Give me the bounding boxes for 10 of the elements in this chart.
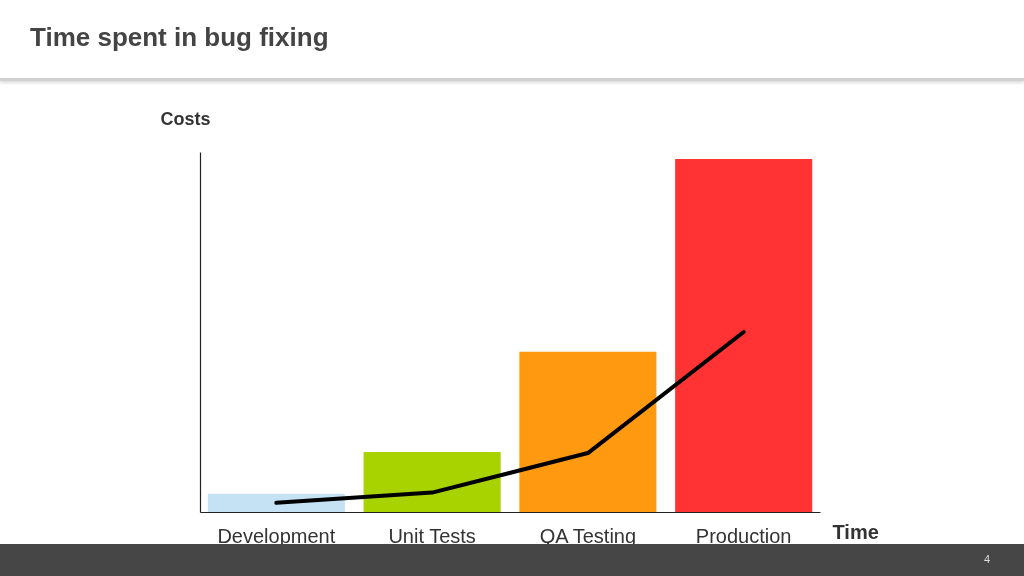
x-tick-label: Unit Tests	[388, 524, 476, 547]
bar	[363, 452, 501, 512]
bar	[519, 351, 657, 512]
text: 4	[983, 553, 990, 565]
bar	[675, 159, 813, 512]
y-axis-title: Costs	[160, 108, 211, 129]
x-tick-label: Production	[695, 524, 792, 547]
x-axis-title: Time	[832, 520, 879, 543]
chart-title: Time spent in bug fixing	[30, 22, 329, 53]
x-tick-label: Development	[217, 524, 336, 547]
